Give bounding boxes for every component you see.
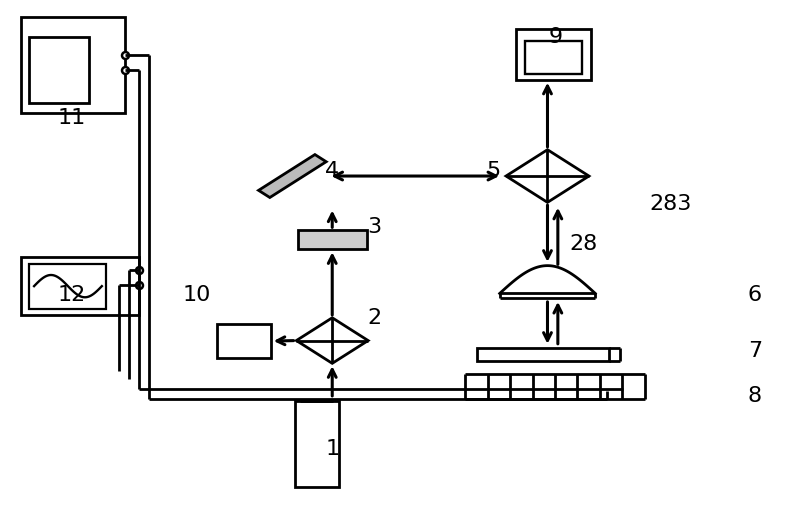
- Text: 2: 2: [367, 308, 382, 328]
- Text: 11: 11: [58, 108, 86, 128]
- Text: 283: 283: [650, 194, 692, 214]
- Bar: [515, 29, 591, 80]
- Text: 8: 8: [748, 386, 762, 406]
- Text: 4: 4: [325, 161, 339, 181]
- Text: 1: 1: [325, 439, 339, 460]
- Text: 7: 7: [748, 341, 762, 361]
- Bar: [217, 324, 271, 358]
- Bar: [298, 230, 366, 249]
- Bar: [478, 348, 609, 361]
- Text: 12: 12: [58, 285, 86, 305]
- Text: 10: 10: [182, 285, 211, 305]
- Bar: [525, 41, 582, 74]
- Bar: [294, 401, 338, 487]
- Bar: [30, 37, 89, 103]
- Text: 6: 6: [748, 285, 762, 305]
- Text: 9: 9: [548, 27, 562, 47]
- Text: 5: 5: [486, 161, 501, 181]
- Bar: [30, 264, 106, 309]
- Text: 28: 28: [570, 234, 598, 254]
- Text: 3: 3: [367, 217, 382, 237]
- Bar: [22, 17, 125, 113]
- Bar: [22, 257, 139, 315]
- Polygon shape: [258, 155, 326, 197]
